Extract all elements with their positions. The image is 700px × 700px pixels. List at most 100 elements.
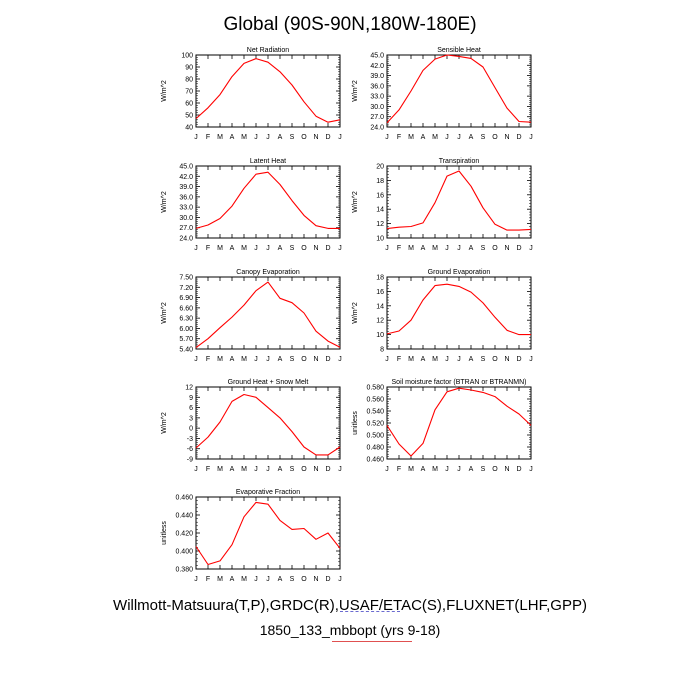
x-tick-label: J [385,356,389,363]
x-tick-label: N [313,466,318,473]
footer-case-name: 1850_133_mbbopt (yrs 9-18) [259,622,441,638]
x-tick-label: J [254,576,258,583]
x-tick-label: J [457,466,461,473]
x-tick-label: F [397,134,401,141]
y-tick-label: 24.0 [179,236,193,243]
x-tick-label: M [217,356,223,363]
x-tick-label: A [469,356,474,363]
x-tick-label: D [516,134,521,141]
y-tick-label: 50 [185,113,193,120]
x-tick-label: M [241,356,247,363]
y-tick-label: 42.0 [370,63,384,70]
x-tick-label: J [338,466,342,473]
x-tick-label: M [241,134,247,141]
x-tick-label: D [325,134,330,141]
y-tick-label: 33.0 [370,94,384,101]
chart-latent-heat: Latent Heat W/m^2 24.0 27.0 30.0 33.0 36.0 39.0… [161,158,342,252]
y-tick-label: 0.460 [175,495,193,502]
x-tick-label: S [290,356,295,363]
y-tick-label: 39.0 [370,73,384,80]
y-tick-label: 18 [376,178,384,185]
y-tick-label: 10 [376,332,384,339]
y-tick-label: 0.580 [366,385,384,392]
x-tick-label: M [217,466,223,473]
chart-sensible-heat: Sensible Heat W/m^2 24.0 27.0 30.0 33.0 36.0 39… [352,47,533,141]
x-tick-label: J [338,134,342,141]
x-tick-label: F [206,134,210,141]
x-tick-label: F [397,245,401,252]
chart-title: Soil moisture factor (BTRAN or BTRANMN) [392,379,527,386]
x-tick-label: J [529,356,533,363]
x-tick-label: M [217,576,223,583]
y-tick-label: 6 [189,405,193,412]
series-line [386,283,531,336]
y-tick-label: 0.420 [175,531,193,538]
chart-evaporative-fraction: Evaporative Fraction unitless 0.380 0.400 0.… [161,489,342,583]
x-tick-label: J [266,466,270,473]
chart-title: Evaporative Fraction [236,489,300,496]
y-tick-label: 27.0 [370,114,384,121]
y-tick-label: 5.40 [179,347,193,354]
chart-title: Transpiration [439,158,480,165]
y-tick-label: 27.0 [179,225,193,232]
x-tick-label: J [457,134,461,141]
y-tick-label: 5.70 [179,336,193,343]
x-tick-label: D [325,356,330,363]
y-tick-label: 33.0 [179,205,193,212]
x-tick-label: O [301,134,307,141]
x-tick-label: N [504,134,509,141]
x-tick-label: A [421,356,426,363]
series-line [386,170,532,231]
x-tick-label: J [445,245,449,252]
x-tick-label: J [254,134,258,141]
x-tick-label: A [278,356,283,363]
y-axis-label: W/m^2 [352,191,359,213]
x-tick-label: J [445,134,449,141]
x-tick-label: S [290,134,295,141]
series-line [195,501,341,566]
x-tick-label: N [313,245,318,252]
x-tick-label: S [481,466,486,473]
y-tick-label: 30.0 [370,104,384,111]
x-tick-label: N [313,134,318,141]
x-tick-label: F [206,245,210,252]
y-tick-label: 16 [376,289,384,296]
x-tick-label: O [301,245,307,252]
y-tick-label: 9 [189,395,193,402]
footer-data-sources: Willmott-Matsuura(T,P),GRDC(R),USAF/ETAC… [113,597,587,614]
x-tick-label: J [194,466,198,473]
x-tick-label: A [278,134,283,141]
x-tick-label: J [194,245,198,252]
x-tick-label: A [469,245,474,252]
x-tick-label: A [230,134,235,141]
plot-frame [195,165,341,239]
series-line [195,58,341,123]
x-tick-label: M [217,245,223,252]
x-tick-label: M [432,134,438,141]
x-tick-label: A [469,466,474,473]
x-tick-label: N [313,576,318,583]
plot-frame [386,386,532,460]
y-tick-label: 36.0 [179,194,193,201]
x-tick-label: D [325,576,330,583]
chart-title: Sensible Heat [437,47,481,54]
footer-dashed-rule [340,611,400,612]
x-tick-label: J [266,134,270,141]
y-tick-label: 42.0 [179,174,193,181]
y-tick-label: 70 [185,89,193,96]
x-tick-label: J [457,245,461,252]
chart-title: Canopy Evaporation [236,269,300,276]
plot-frame [386,276,532,350]
x-tick-label: J [385,466,389,473]
x-tick-label: M [408,134,414,141]
x-tick-label: D [325,245,330,252]
x-tick-label: M [408,245,414,252]
series-line [195,393,341,456]
series-line [195,281,341,349]
x-tick-label: F [397,356,401,363]
x-tick-label: S [481,134,486,141]
x-tick-label: J [194,134,198,141]
